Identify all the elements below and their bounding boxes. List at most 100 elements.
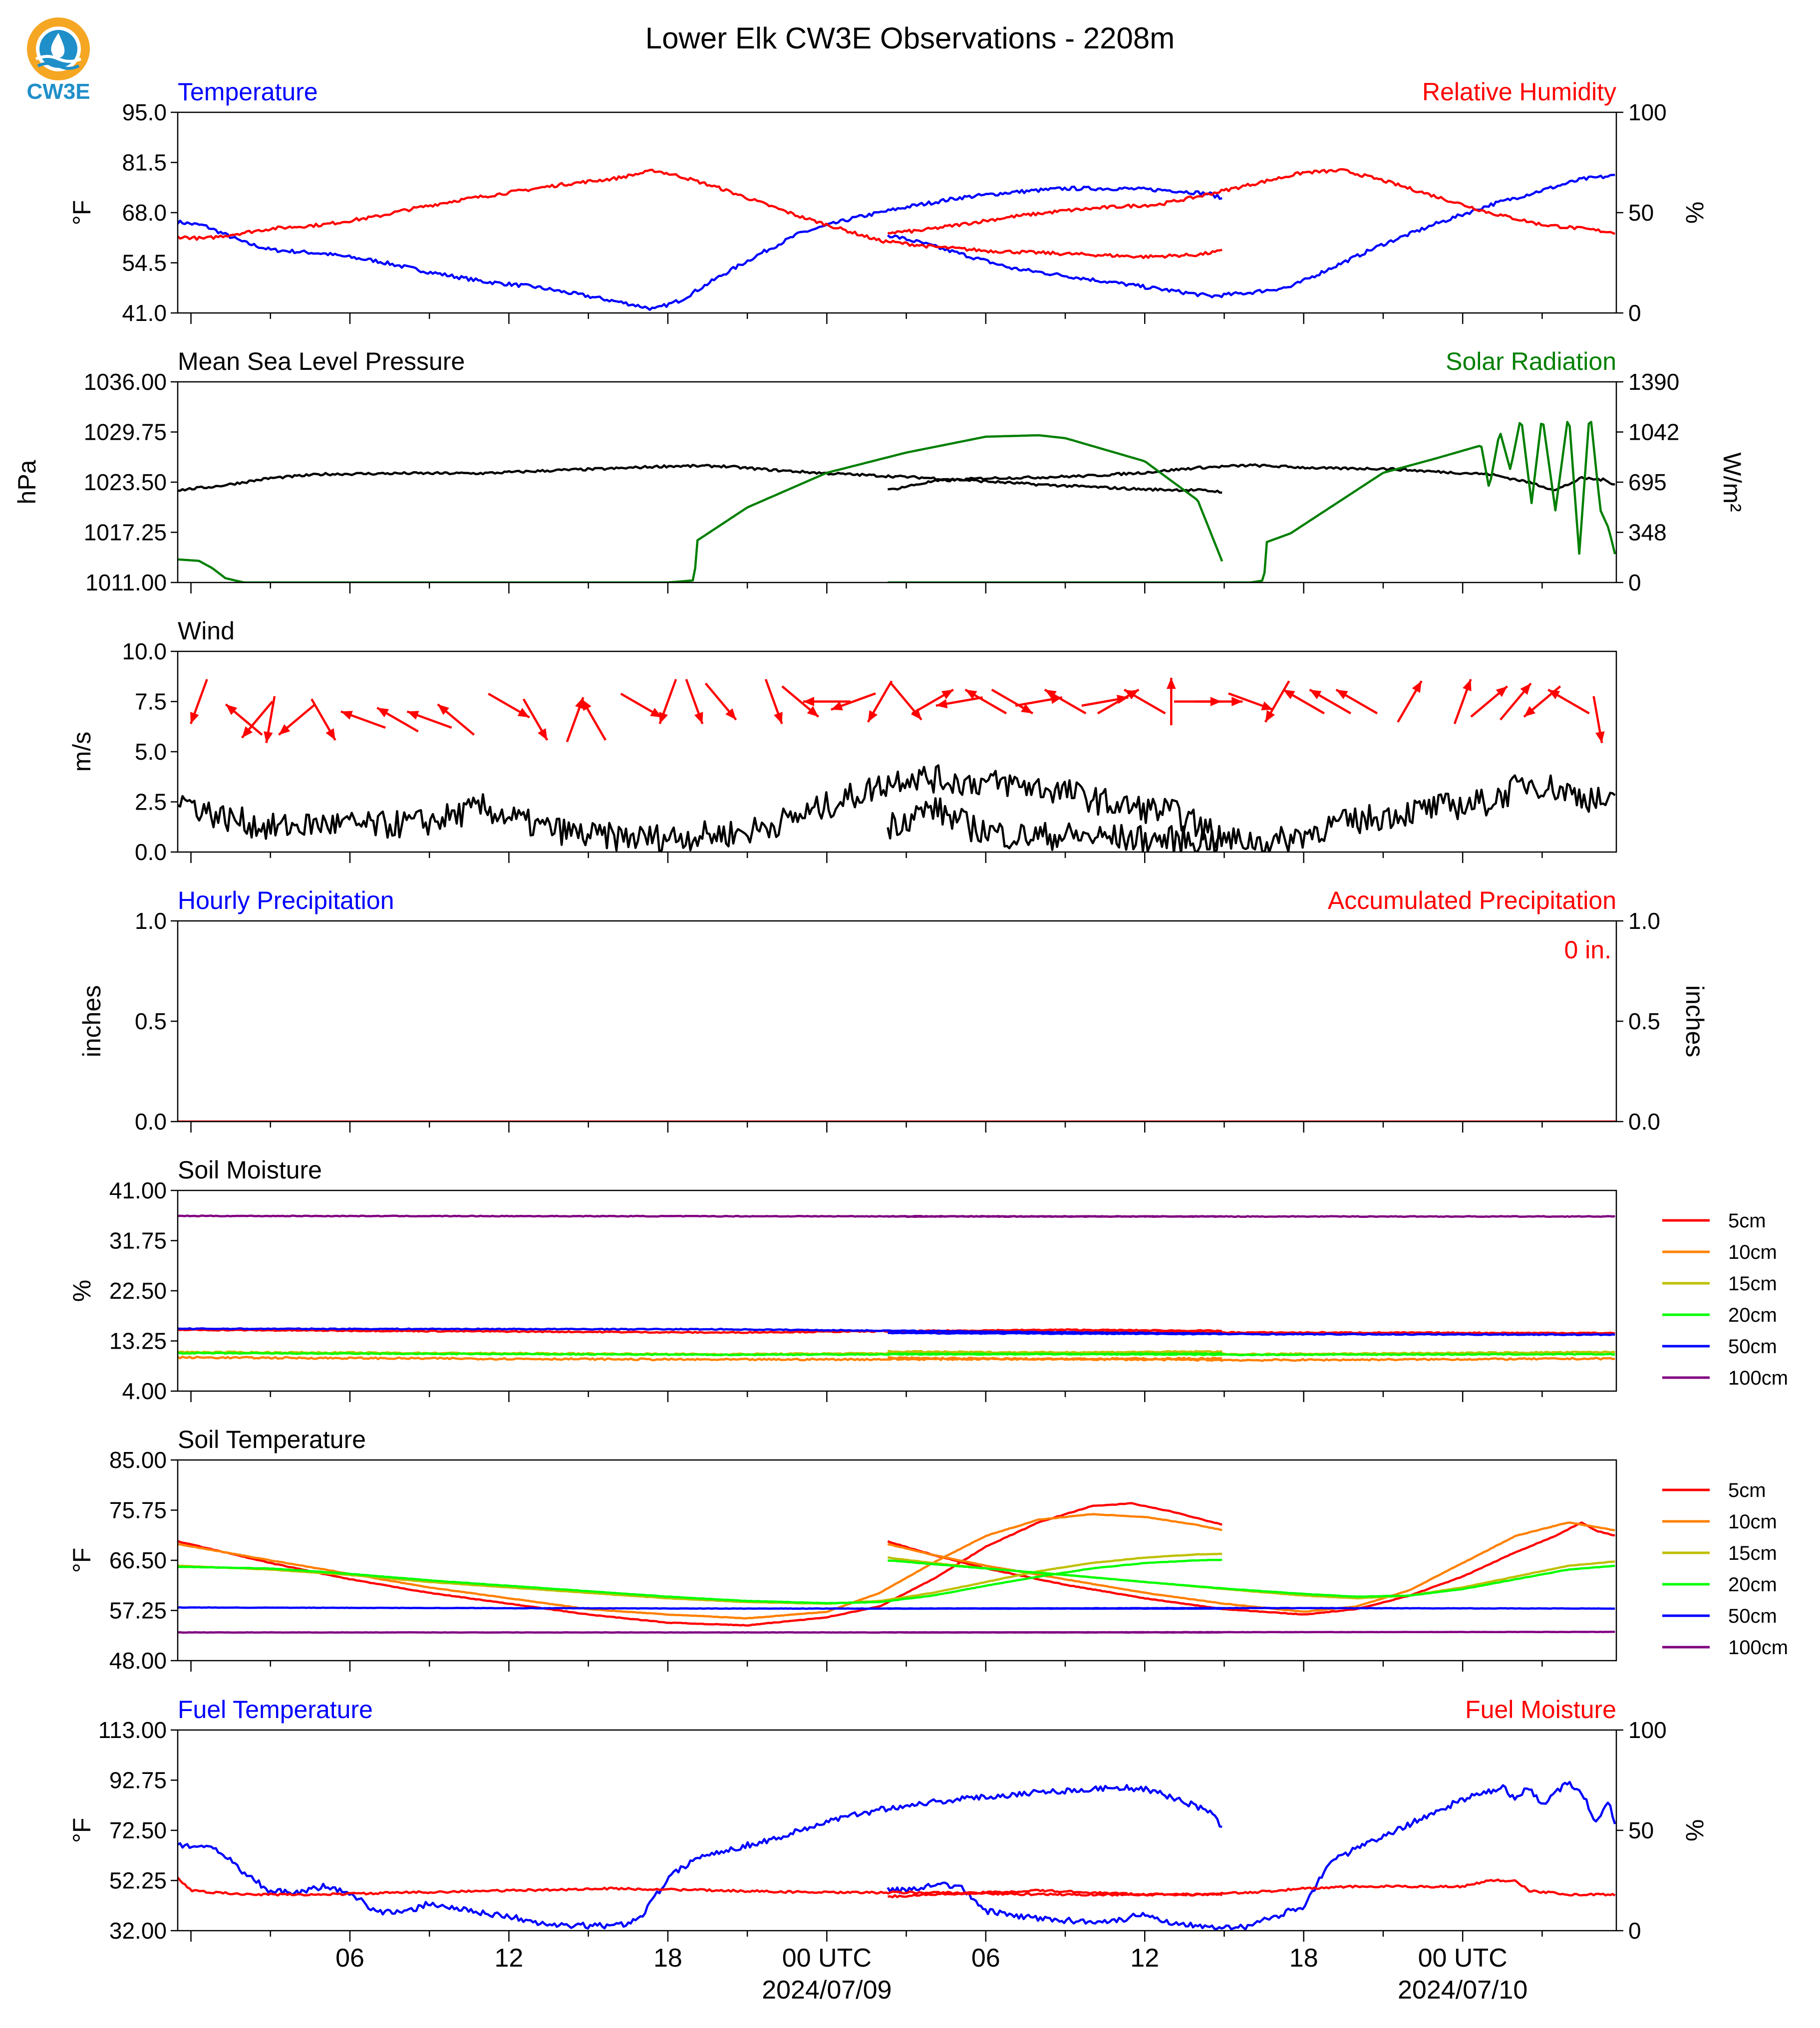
wind-arrow: [437, 703, 475, 736]
legend-soil_temperature: 5cm 10cm 15cm 20cm 50cm 100cm: [1662, 1479, 1788, 1659]
panel-title-left: Fuel Temperature: [178, 1696, 373, 1724]
wind-arrow: [1500, 682, 1532, 721]
series-group: [178, 1502, 1615, 1634]
wind-arrow: [488, 692, 530, 719]
legend-label: 50cm: [1728, 1605, 1777, 1627]
legend-label: 10cm: [1728, 1511, 1777, 1533]
cw3e-logo: CW3E: [26, 17, 90, 104]
series-line-mean-sea-level-pressure-0: [178, 464, 1222, 494]
series-line-fuel-temperature-1: [887, 1780, 1616, 1931]
y-tick-label-left: 66.50: [109, 1547, 167, 1573]
y-axis-label-right: %: [1681, 202, 1709, 224]
y-tick-label-left: 4.00: [122, 1378, 167, 1404]
y-tick-label-left: 75.75: [109, 1497, 167, 1523]
x-tick-label: 00 UTC: [782, 1944, 872, 1973]
series-line-wind-speed-0: [178, 764, 1223, 852]
y-tick-label-left: 68.0: [122, 200, 167, 226]
panel-fuel: 113.00 92.75 72.50 52.25 32.00 100 50 0 Fuel Tem…: [68, 1696, 1709, 1944]
legend-label: 100cm: [1728, 1637, 1788, 1659]
y-tick-label-left: 13.25: [109, 1328, 167, 1354]
logo-text: CW3E: [26, 79, 90, 104]
series-line-5cm-0: [178, 1328, 1222, 1334]
wind-arrow: [867, 680, 893, 723]
wind-arrow: [406, 710, 452, 729]
series-group: [178, 168, 1616, 311]
panels: 95.0 81.5 68.0 54.5 41.0 100 50 0 Temperature Rel…: [13, 78, 1746, 1944]
legend-label: 15cm: [1728, 1273, 1777, 1295]
y-tick-label-left: 85.00: [109, 1447, 167, 1473]
y-tick-label-left: 52.25: [109, 1868, 167, 1894]
y-tick-label-left: 95.0: [122, 99, 167, 125]
wind-arrow: [685, 679, 704, 724]
panel-title-right: Solar Radiation: [1446, 347, 1616, 375]
wind-arrow: [1044, 688, 1087, 715]
wind-arrow: [1547, 688, 1590, 715]
wind-arrow: [803, 697, 851, 706]
legend-label: 100cm: [1728, 1367, 1788, 1389]
y-axis-label-right: %: [1681, 1819, 1709, 1841]
wind-arrow: [704, 682, 737, 721]
wind-arrow: [1335, 688, 1378, 715]
legend-label: 15cm: [1728, 1542, 1777, 1564]
y-tick-label-left: 2.5: [135, 789, 167, 815]
wind-arrow: [620, 692, 663, 719]
series-line-relative-humidity-0: [178, 168, 1222, 260]
wind-arrow: [890, 682, 922, 721]
legend-label: 50cm: [1728, 1336, 1777, 1358]
wind-arrow: [241, 700, 274, 739]
series-line-50cm-1: [888, 1331, 1615, 1336]
wind-arrow: [964, 688, 1007, 715]
x-tick-label: 00 UTC: [1418, 1944, 1508, 1973]
x-axis: 06 12 18 00 UTC 06 12 18 00 UTC 2024/07/09 2024/0…: [335, 1944, 1527, 2005]
x-tick-label: 18: [1289, 1944, 1318, 1973]
x-tick-label: 06: [335, 1944, 364, 1973]
y-axis-label-left: °F: [68, 1818, 96, 1843]
series-line-solar-radiation-0: [178, 434, 1223, 582]
y-tick-label-left: 113.00: [98, 1717, 167, 1743]
panel-soil_temperature: 85.00 75.75 66.50 57.25 48.00 Soil Temperatur…: [68, 1426, 1617, 1674]
y-tick-label-right: 695: [1628, 469, 1667, 495]
panel-title-left: Hourly Precipitation: [178, 886, 394, 914]
series-line-20cm-0: [178, 1558, 1222, 1605]
y-tick-label-left: 0.5: [135, 1008, 167, 1034]
y-tick-label-left: 1023.50: [84, 469, 167, 495]
y-tick-label-left: 0.0: [135, 1109, 167, 1135]
legend-label: 20cm: [1728, 1304, 1777, 1326]
series-line-temperature-1: [887, 174, 1615, 298]
series-line-mean-sea-level-pressure-1: [888, 463, 1615, 492]
legend-label: 20cm: [1728, 1574, 1777, 1596]
panel-title-left: Soil Temperature: [178, 1426, 366, 1453]
legend-label: 5cm: [1728, 1479, 1766, 1501]
series-line-50cm-1: [888, 1607, 1615, 1610]
wind-arrow: [1592, 696, 1605, 743]
wind-arrow: [1228, 692, 1273, 711]
wind-arrow: [935, 696, 983, 709]
panel-pressure_solar: 1036.00 1029.75 1023.50 1017.25 1011.00 1390 1…: [13, 347, 1746, 595]
panel-wind: 10.0 7.5 5.0 2.5 0.0 Wind m/s: [68, 617, 1617, 865]
wind-arrow: [764, 679, 783, 724]
series-group: [178, 1780, 1616, 1931]
y-tick-label-left: 22.50: [109, 1278, 167, 1304]
y-tick-label-right: 0.0: [1628, 1109, 1660, 1135]
y-tick-label-left: 81.5: [122, 150, 167, 176]
y-tick-label-left: 72.50: [109, 1817, 167, 1843]
wind-arrow: [781, 685, 820, 718]
y-tick-label-left: 1017.25: [84, 520, 167, 546]
y-tick-label-right: 0: [1628, 570, 1641, 595]
y-axis-label-right: W/m²: [1718, 452, 1746, 512]
wind-arrow: [1282, 688, 1325, 715]
y-axis-label-right: inches: [1681, 985, 1709, 1058]
y-tick-label-left: 1036.00: [84, 369, 167, 395]
x-tick-label: 12: [1130, 1944, 1159, 1973]
wind-arrow: [278, 703, 316, 736]
wind-arrow: [190, 679, 208, 724]
y-tick-label-left: 1.0: [135, 908, 167, 934]
wind-arrow: [1166, 678, 1176, 725]
panel-precip: 1.0 0.5 0.0 1.0 0.5 0.0 Hourly Precipitation Ac…: [78, 886, 1709, 1135]
y-tick-label-right: 1390: [1628, 369, 1679, 395]
series-line-fuel-moisture-0: [178, 1877, 1223, 1897]
figure-title: Lower Elk CW3E Observations - 2208m: [645, 21, 1175, 55]
y-tick-label-right: 100: [1628, 99, 1667, 125]
panel-title-right: Accumulated Precipitation: [1328, 886, 1616, 914]
wind-arrow: [522, 698, 549, 741]
